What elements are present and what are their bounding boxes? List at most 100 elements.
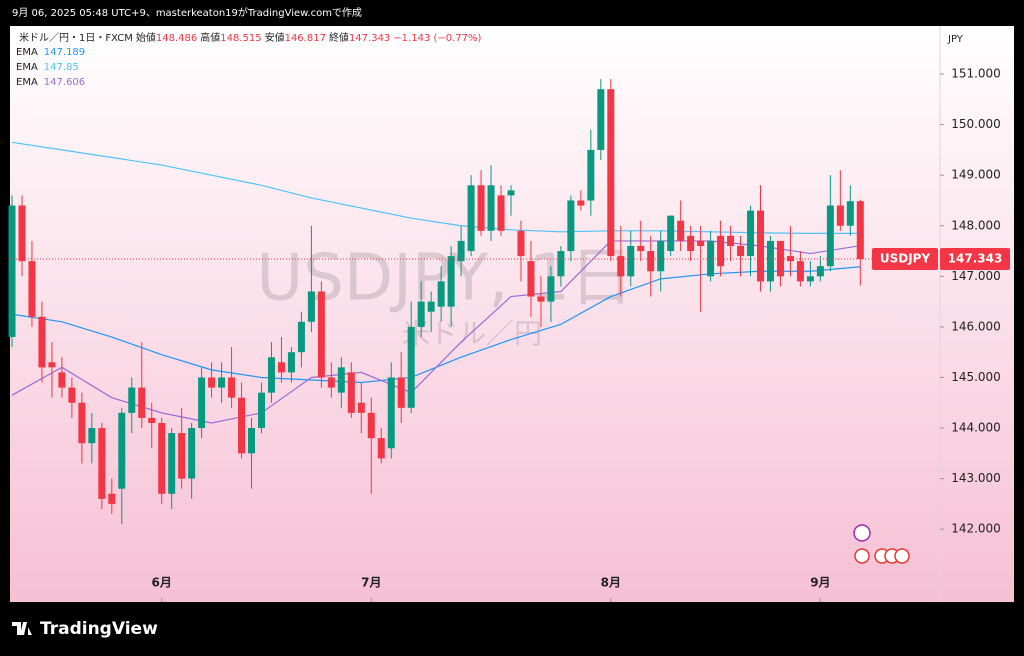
candle-body: [747, 210, 755, 257]
candle-body: [437, 281, 445, 307]
candle-body: [607, 89, 615, 257]
candle-body: [98, 428, 106, 499]
candle-body: [537, 296, 545, 302]
candle-body: [68, 387, 76, 403]
candle-body: [627, 245, 635, 277]
candle-body: [507, 190, 515, 196]
legend-change: −1.143 (−0.77%): [393, 33, 481, 44]
candle-body: [218, 377, 226, 388]
candle-body: [317, 291, 325, 378]
x-tick-label: 6月: [152, 576, 172, 590]
candle-body: [457, 240, 465, 262]
candle-body: [148, 417, 156, 423]
y-tick-label: 142.000: [951, 522, 1001, 536]
legend-field-value: 148.515: [220, 33, 261, 44]
price-tag: [940, 247, 1010, 270]
candle-body: [836, 205, 844, 226]
y-tick-label: 148.000: [951, 218, 1001, 232]
x-tick-label: 8月: [601, 576, 621, 590]
legend-field-value: 148.486: [156, 33, 197, 44]
candle-body: [208, 377, 216, 388]
candle-body: [158, 422, 166, 494]
candle-body: [48, 362, 56, 368]
legend-field-label: 安値: [265, 31, 285, 44]
y-tick-label: 150.000: [951, 117, 1001, 131]
candle-body: [18, 205, 26, 262]
candle-body: [517, 230, 525, 257]
candle-body: [297, 321, 305, 353]
candle-body: [687, 235, 695, 252]
y-tick-label: 146.000: [951, 319, 1001, 333]
axis-unit: JPY: [947, 34, 964, 45]
y-tick-label: 149.000: [951, 168, 1001, 182]
legend-field-label: 終値: [329, 31, 349, 44]
candle-body: [667, 215, 675, 252]
candle-body: [766, 240, 774, 282]
candle-body: [527, 261, 535, 297]
candle-body: [727, 235, 735, 246]
candle-body: [677, 220, 685, 241]
candle-body: [567, 200, 575, 252]
candle-body: [198, 377, 206, 429]
candle-body: [557, 251, 565, 277]
candle-body: [277, 362, 285, 373]
candle-body: [826, 205, 834, 267]
candle-body: [228, 377, 236, 398]
candle-body: [168, 433, 176, 494]
candle-body: [547, 276, 555, 302]
x-tick-label: 9月: [810, 576, 830, 590]
price-tag-text: 147.343: [948, 251, 1003, 265]
candle-body: [188, 428, 196, 479]
chart-panel: [10, 26, 1014, 602]
candle-body: [697, 240, 705, 246]
candle-body: [717, 235, 725, 267]
candle-body: [327, 377, 335, 388]
candle-body: [407, 326, 415, 408]
y-tick-label: 145.000: [951, 370, 1001, 384]
legend-field-value: 147.343: [349, 33, 390, 44]
legend-field-value: 146.817: [285, 33, 326, 44]
candle-body: [796, 261, 804, 282]
ema-name: EMA: [16, 62, 38, 73]
y-tick-label: 151.000: [951, 67, 1001, 81]
candle-body: [178, 433, 186, 479]
candle-body: [647, 251, 655, 272]
candle-body: [846, 201, 854, 226]
candle-body: [128, 387, 136, 413]
candle-body: [248, 428, 256, 454]
candle-body: [307, 291, 315, 322]
brand: TradingView: [40, 619, 158, 639]
candle-body: [856, 201, 864, 259]
candle-body: [497, 195, 505, 231]
ema-legend: EMA 147.189: [16, 47, 85, 58]
candle-body: [577, 200, 585, 206]
candle-body: [287, 352, 295, 373]
candle-body: [337, 367, 345, 393]
candle-body: [467, 185, 475, 252]
ema-legend: EMA 147.85: [16, 62, 79, 73]
ema-value: 147.606: [44, 77, 85, 88]
candle-body: [377, 438, 385, 459]
legend-field-label: 始値: [136, 31, 156, 44]
candle-body: [447, 256, 455, 307]
candle-body: [58, 372, 66, 388]
symbol-tag-text: USDJPY: [880, 251, 931, 265]
y-tick-label: 144.000: [951, 421, 1001, 435]
candle-body: [657, 240, 665, 272]
candle-body: [258, 392, 265, 429]
candle-body: [267, 357, 275, 393]
candle-body: [138, 387, 146, 418]
candle-body: [477, 185, 485, 231]
candle-body: [587, 149, 595, 201]
candle-body: [806, 276, 814, 282]
candle-body: [816, 266, 824, 277]
y-tick-label: 143.000: [951, 471, 1001, 485]
ema-name: EMA: [16, 47, 38, 58]
candle-body: [707, 240, 715, 277]
candle-body: [397, 377, 405, 408]
candle-body: [367, 412, 375, 439]
candle-body: [637, 245, 645, 252]
y-tick-label: 147.000: [951, 269, 1001, 283]
x-tick-label: 7月: [361, 576, 381, 590]
